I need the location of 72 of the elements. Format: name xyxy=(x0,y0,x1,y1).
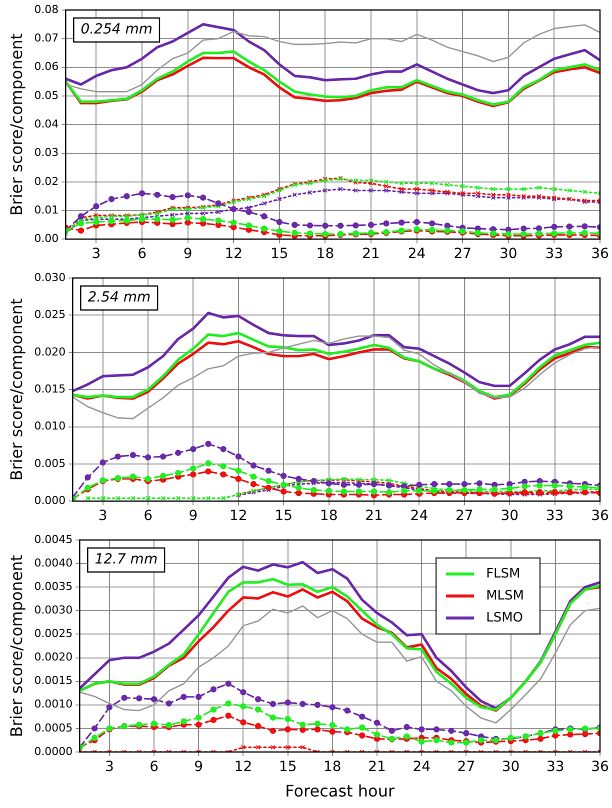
annotation: 2.54 mm xyxy=(88,290,151,306)
x-tick-label: 18 xyxy=(324,759,342,776)
x-tick-label: 6 xyxy=(144,508,153,524)
x-tick-label: 36 xyxy=(591,246,609,262)
y-tick-label: 0.025 xyxy=(34,308,66,322)
y-tick-label: 0.00 xyxy=(34,232,59,246)
x-tick-label: 18 xyxy=(316,246,334,262)
x-tick-label: 3 xyxy=(104,759,114,776)
y-tick-label: 0.01 xyxy=(34,203,59,216)
x-tick-label: 6 xyxy=(138,246,147,262)
x-tick-label: 27 xyxy=(457,759,476,776)
y-tick-label: 0.000 xyxy=(34,494,66,508)
y-tick-label: 0.020 xyxy=(34,345,66,358)
x-tick-label: 33 xyxy=(545,246,564,262)
x-tick-label: 36 xyxy=(591,508,609,524)
x-tick-label: 27 xyxy=(454,246,472,262)
y-axis-title: Brier score/component xyxy=(6,33,26,216)
x-tick-label: 21 xyxy=(362,246,380,262)
y-tick-label: 0.0040 xyxy=(34,556,73,570)
x-tick-label: 30 xyxy=(500,508,519,524)
x-tick-label: 6 xyxy=(150,759,159,776)
x-tick-label: 33 xyxy=(546,508,564,524)
x-tick-label: 9 xyxy=(194,759,204,776)
x-tick-label: 27 xyxy=(455,508,474,524)
y-tick-label: 0.0015 xyxy=(34,674,73,688)
y-axis-title: Brier score/component xyxy=(6,298,26,481)
y-tick-label: 0.015 xyxy=(34,382,66,396)
x-tick-label: 30 xyxy=(502,759,520,776)
y-tick-label: 0.030 xyxy=(34,270,66,284)
y-tick-label: 0.06 xyxy=(34,60,59,74)
y-tick-label: 0.0010 xyxy=(34,698,73,711)
x-tick-label: 18 xyxy=(320,508,338,524)
x-tick-label: 9 xyxy=(188,508,198,524)
x-tick-label: 15 xyxy=(274,508,293,524)
x-axis-title: Forecast hour xyxy=(285,782,395,801)
x-tick-label: 24 xyxy=(412,759,431,776)
x-tick-label: 9 xyxy=(183,246,192,262)
y-tick-label: 0.0045 xyxy=(34,532,73,546)
annotation: 12.7 mm xyxy=(94,552,158,568)
y-axis-title: Brier score/component xyxy=(6,554,26,738)
x-tick-label: 12 xyxy=(224,246,243,262)
y-tick-label: 0.010 xyxy=(34,420,66,433)
x-tick-label: 21 xyxy=(365,508,383,524)
legend-label: MLSM xyxy=(486,588,524,604)
x-tick-label: 24 xyxy=(410,508,428,524)
x-tick-label: 21 xyxy=(368,759,386,776)
y-tick-label: 0.07 xyxy=(34,32,59,45)
y-tick-label: 0.05 xyxy=(34,88,59,102)
y-tick-label: 0.08 xyxy=(34,2,59,16)
y-tick-label: 0.0005 xyxy=(34,721,73,734)
y-tick-label: 0.03 xyxy=(34,146,59,160)
x-tick-label: 24 xyxy=(408,246,426,262)
y-tick-label: 0.0025 xyxy=(34,627,73,640)
x-tick-label: 12 xyxy=(230,508,248,524)
y-tick-label: 0.0035 xyxy=(34,580,73,593)
y-tick-label: 0.005 xyxy=(34,456,66,470)
annotation: 0.254 mm xyxy=(80,22,153,38)
y-tick-label: 0.0020 xyxy=(34,650,73,664)
x-tick-label: 12 xyxy=(234,759,252,776)
legend-label: FLSM xyxy=(486,566,520,582)
x-tick-label: 36 xyxy=(591,759,609,776)
y-tick-label: 0.04 xyxy=(34,117,59,130)
legend-label: LSMO xyxy=(486,610,524,626)
x-tick-label: 30 xyxy=(499,246,518,262)
y-tick-label: 0.0000 xyxy=(34,744,73,758)
x-tick-label: 3 xyxy=(98,508,108,524)
x-tick-label: 15 xyxy=(270,246,288,262)
x-tick-label: 15 xyxy=(278,759,297,776)
x-tick-label: 3 xyxy=(92,246,101,262)
y-tick-label: 0.0030 xyxy=(34,604,73,617)
x-tick-label: 33 xyxy=(546,759,564,776)
y-tick-label: 0.02 xyxy=(34,174,59,188)
